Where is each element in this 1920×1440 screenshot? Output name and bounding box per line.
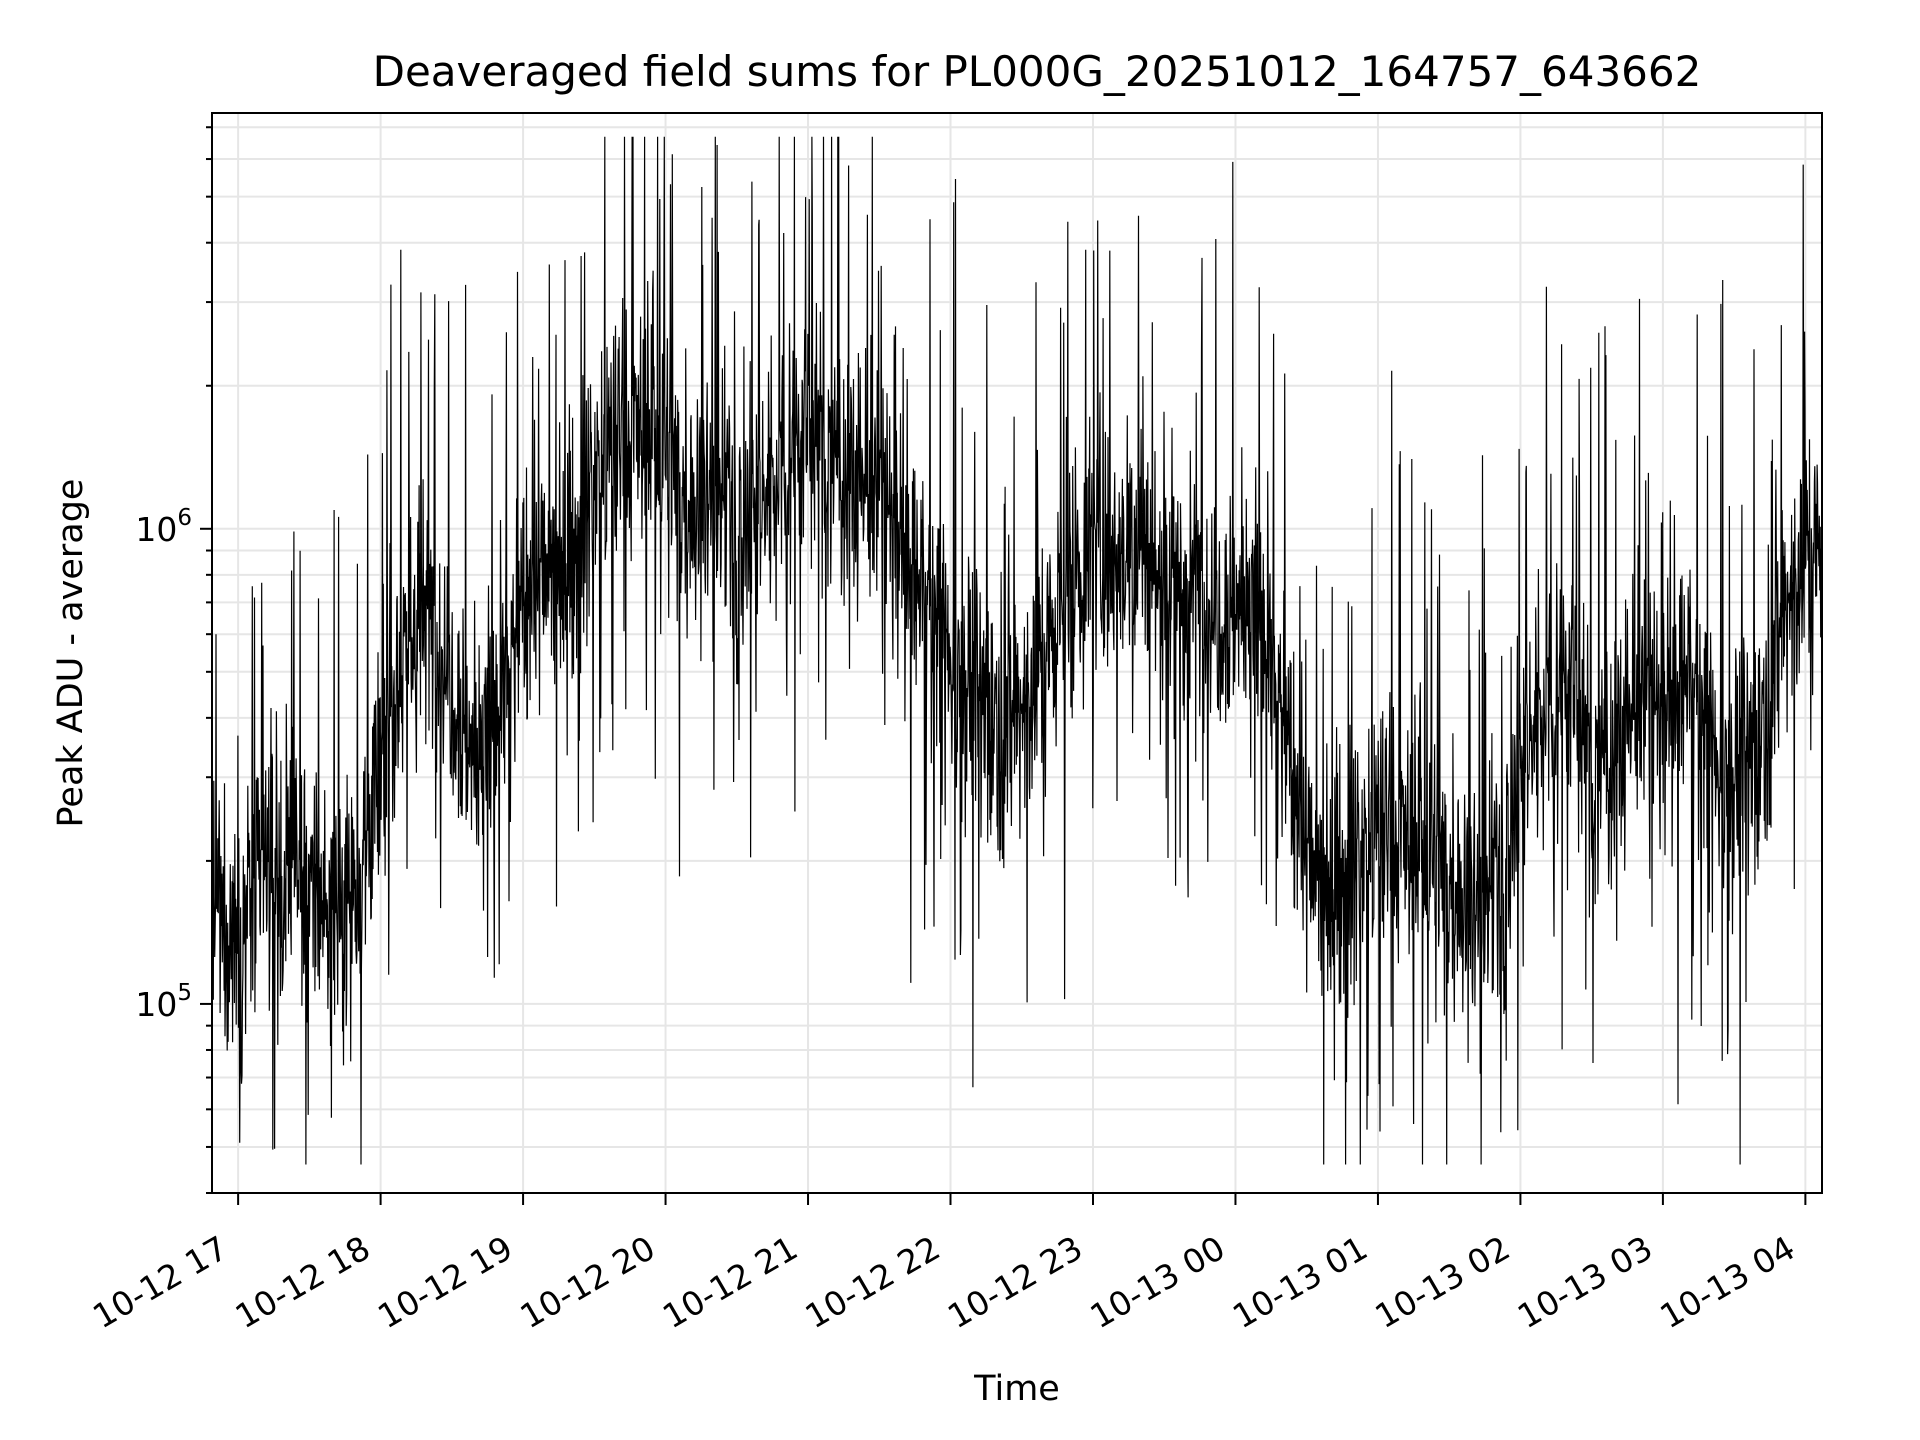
series-line — [212, 136, 1822, 1165]
plot-frame — [211, 112, 1823, 1194]
x-tick-label: 10-13 02 — [1368, 1228, 1516, 1336]
y-axis: 105 106 — [135, 126, 212, 1194]
x-tick-label: 10-13 03 — [1511, 1228, 1659, 1336]
chart-title: Deaveraged field sums for PL000G_2025101… — [373, 47, 1702, 96]
x-tick-label: 10-12 18 — [229, 1228, 377, 1336]
x-axis-label: Time — [973, 1369, 1060, 1409]
x-tick-label: 10-12 22 — [799, 1228, 947, 1336]
x-tick-label: 10-13 04 — [1653, 1228, 1801, 1336]
y-axis-label: Peak ADU - average — [51, 479, 91, 828]
y-tick-label: 106 — [135, 505, 192, 549]
y-tick-label: 105 — [135, 980, 192, 1024]
x-tick-label: 10-12 23 — [941, 1228, 1089, 1336]
x-tick-label: 10-13 01 — [1226, 1228, 1374, 1336]
x-tick-label: 10-12 19 — [371, 1228, 519, 1336]
plot-area — [212, 136, 1822, 1165]
x-tick-label: 10-12 21 — [656, 1228, 804, 1336]
grid — [212, 113, 1822, 1194]
x-tick-label: 10-12 17 — [86, 1228, 234, 1336]
x-tick-label: 10-13 00 — [1083, 1228, 1231, 1336]
x-tick-label: 10-12 20 — [514, 1228, 662, 1336]
